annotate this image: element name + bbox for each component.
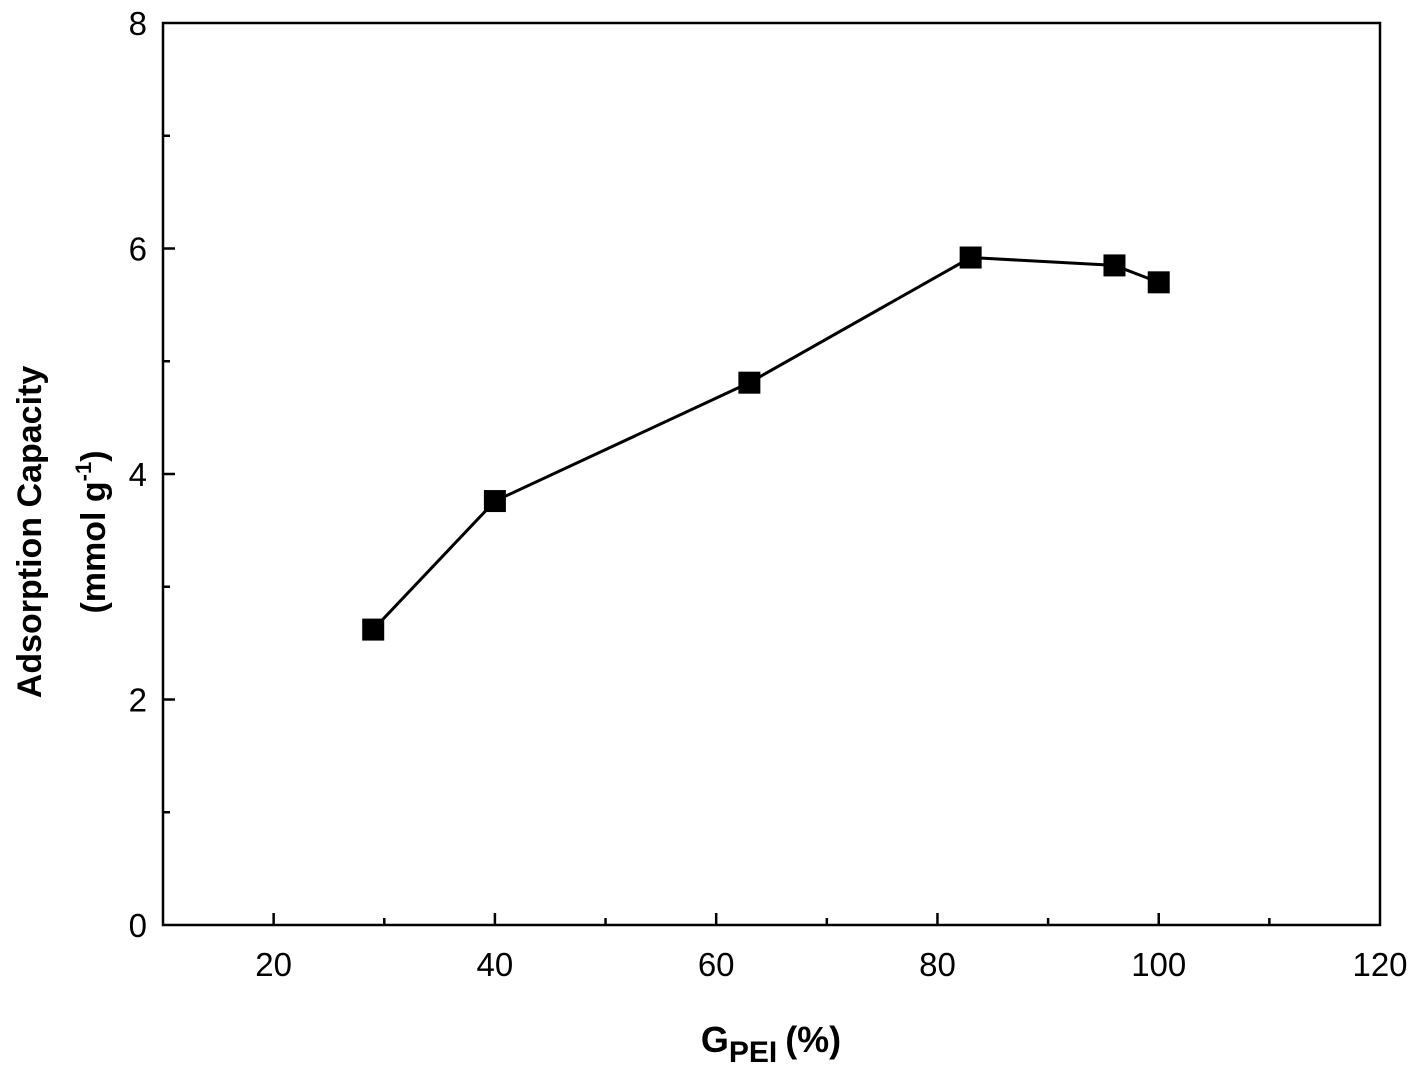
x-tick-label: 120 — [1352, 946, 1407, 983]
y-axis-title-line1: Adsorption Capacity — [11, 366, 49, 699]
plot-frame — [161, 21, 1382, 927]
data-point — [738, 371, 761, 394]
x-tick-label: 60 — [698, 946, 735, 983]
x-tick-label: 80 — [919, 946, 956, 983]
x-axis-title-subscript: PEI — [729, 1036, 777, 1069]
data-series — [362, 246, 1170, 641]
series-line — [372, 255, 1160, 631]
y-tick-label: 4 — [129, 456, 147, 493]
y-axis: 0 2 4 6 8 — [129, 5, 175, 944]
data-point — [1103, 254, 1126, 277]
data-point — [483, 490, 506, 513]
y-tick-label: 8 — [129, 5, 147, 42]
x-tick-label: 100 — [1131, 946, 1186, 983]
y-axis-title-unit-prefix: (mmol g — [75, 481, 113, 613]
data-point — [1147, 271, 1170, 294]
y-axis-title-line2: (mmol g-1) — [71, 450, 113, 613]
x-tick-label: 40 — [477, 946, 514, 983]
y-axis-title-unit-suffix: ) — [75, 450, 113, 461]
x-tick-label: 20 — [255, 946, 292, 983]
y-axis-title: Adsorption Capacity (mmol g-1) — [11, 366, 113, 699]
x-axis-title: GPEI (%) — [701, 1019, 841, 1069]
x-axis-title-unit: (%) — [785, 1019, 841, 1060]
y-tick-label: 6 — [129, 231, 147, 268]
y-tick-label: 2 — [129, 682, 147, 719]
x-axis-title-main: G — [701, 1019, 729, 1060]
data-point — [362, 618, 385, 641]
x-axis: 20 40 60 80 100 120 — [255, 913, 1408, 983]
y-axis-title-unit-superscript: -1 — [71, 462, 96, 482]
y-tick-label: 0 — [129, 907, 147, 944]
data-point — [959, 246, 982, 269]
